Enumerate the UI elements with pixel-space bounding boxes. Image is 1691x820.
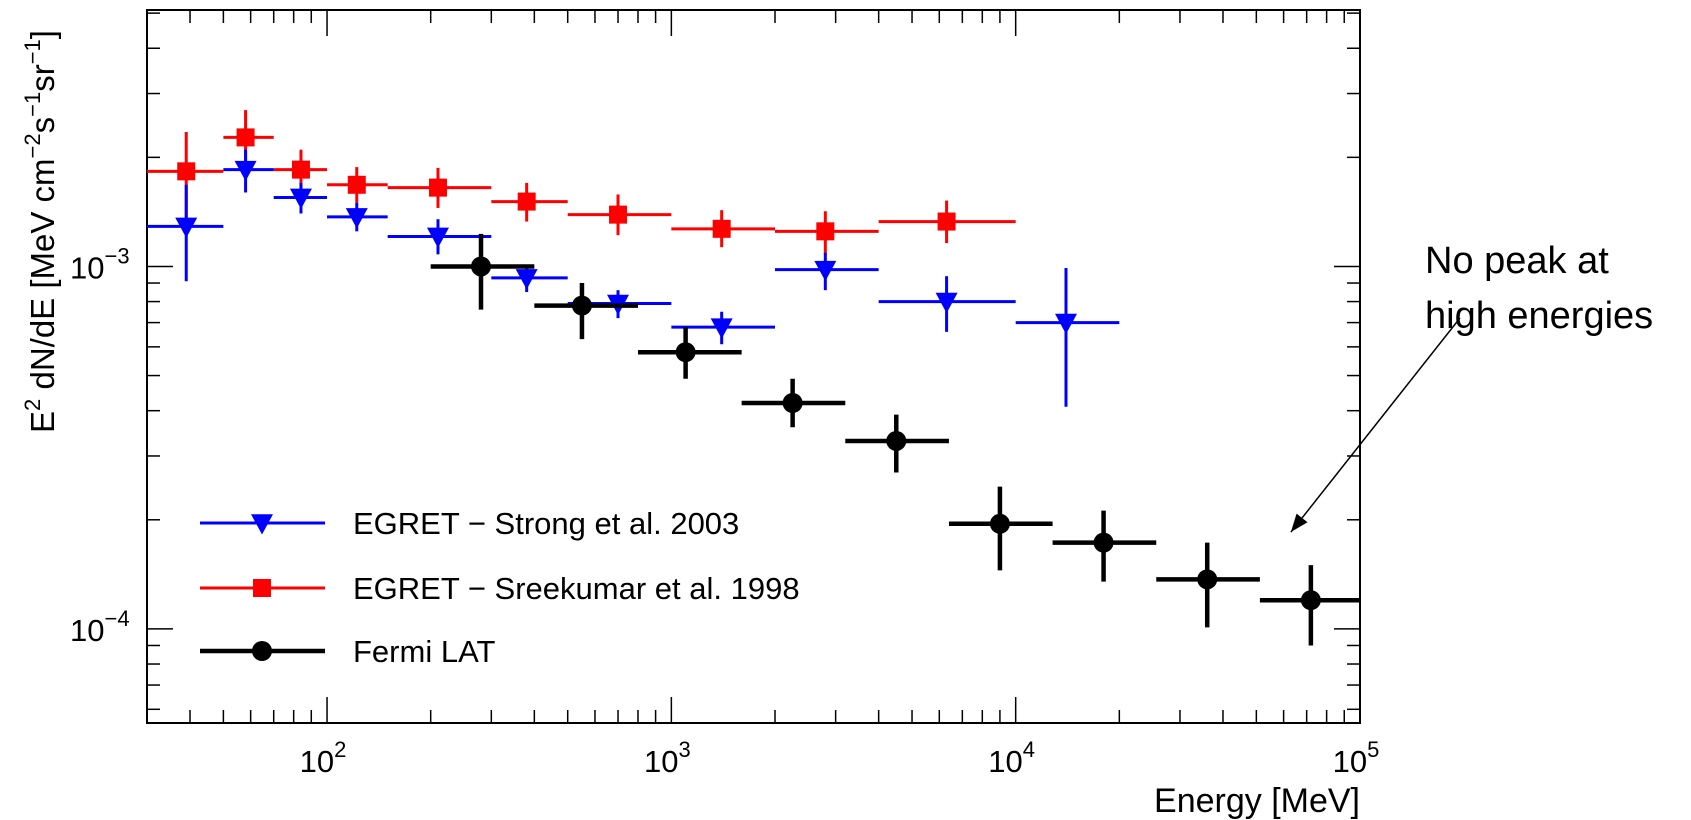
data-point [710, 318, 733, 339]
data-point [234, 160, 257, 182]
data-point [291, 160, 310, 179]
data-point [935, 292, 958, 314]
legend-marker [251, 514, 273, 535]
y-axis-title-part: dN/dE [MeV cm [24, 158, 61, 398]
data-point [675, 342, 696, 363]
y-tick-label: 10−3 [70, 243, 130, 285]
data-series [147, 110, 1360, 646]
legend-label: Fermi LAT [353, 634, 495, 669]
y-axis-title-sup: −1 [20, 39, 45, 64]
x-tick-label-base: 10 [644, 744, 678, 779]
data-point [816, 222, 835, 241]
data-point [1054, 313, 1077, 335]
y-tick-label-exponent: −4 [104, 606, 129, 631]
data-point [426, 227, 449, 248]
plot-frame [146, 9, 1361, 724]
y-axis-title-part: ] [24, 30, 61, 39]
data-point [177, 162, 196, 181]
legend-marker [253, 579, 271, 597]
x-tick-label: 102 [300, 737, 347, 779]
series-square [147, 110, 1016, 255]
data-point [515, 269, 538, 290]
legend: EGRET − Strong et al. 2003 EGRET − Sreeku… [200, 506, 800, 669]
x-tick-label-exponent: 2 [334, 737, 346, 762]
x-tick-label: 104 [988, 737, 1035, 779]
data-point [1300, 590, 1321, 611]
y-axis-title-sup: 2 [20, 399, 45, 411]
y-axis-title-part: s [24, 117, 61, 134]
data-point [345, 208, 368, 229]
y-tick-label-exponent: −3 [104, 243, 129, 268]
data-point [989, 513, 1010, 534]
data-point [814, 260, 837, 282]
legend-label: EGRET − Sreekumar et al. 1998 [353, 571, 800, 606]
x-tick-label: 105 [1333, 737, 1380, 779]
data-point [609, 205, 628, 224]
y-axis-title-part: sr [24, 64, 61, 92]
x-tick-label: 103 [644, 737, 691, 779]
y-axis-title-part: E [24, 411, 61, 433]
data-point [471, 256, 492, 277]
x-tick-label-base: 10 [988, 744, 1022, 779]
data-point [175, 217, 198, 238]
data-point [428, 178, 447, 197]
legend-marker [252, 641, 272, 661]
data-point [236, 128, 255, 147]
data-point [1197, 569, 1218, 590]
x-tick-label-exponent: 4 [1023, 737, 1035, 762]
x-tick-label-exponent: 3 [678, 737, 690, 762]
x-tick-label-base: 10 [1333, 744, 1367, 779]
annotation-arrowhead [1290, 513, 1308, 533]
series-circle [430, 233, 1360, 646]
y-tick-label-base: 10 [70, 613, 104, 648]
y-tick-label-base: 10 [70, 250, 104, 285]
data-point [886, 430, 907, 451]
x-tick-label-base: 10 [300, 744, 334, 779]
data-point [712, 219, 731, 238]
y-axis-title: E2 dN/dE [MeV cm−2s−1sr−1] [20, 30, 61, 433]
y-axis-title-sup: −1 [20, 92, 45, 117]
x-axis-title: Energy [MeV] [1154, 782, 1360, 820]
annotation-arrow [1290, 317, 1461, 533]
data-point [517, 192, 536, 211]
data-point [347, 175, 366, 194]
data-point [571, 295, 592, 316]
series-triangle-down [147, 149, 1120, 407]
y-tick-label: 10−4 [70, 606, 130, 648]
data-point [782, 393, 803, 414]
annotation: No peak at high energies [1290, 240, 1653, 533]
annotation-text: high energies [1425, 295, 1653, 337]
data-point [937, 212, 956, 231]
x-tick-label-exponent: 5 [1367, 737, 1379, 762]
y-axis-title-sup: −2 [20, 133, 45, 158]
data-point [289, 188, 312, 210]
annotation-text: No peak at [1425, 240, 1609, 282]
legend-label: EGRET − Strong et al. 2003 [353, 506, 739, 541]
data-point [1093, 532, 1114, 553]
